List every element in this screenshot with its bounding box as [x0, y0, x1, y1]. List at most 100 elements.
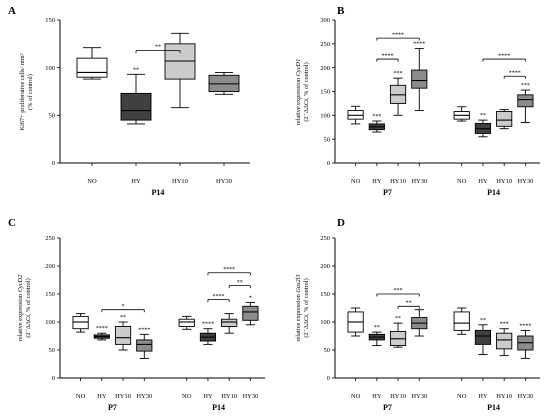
comparison-bracket: * — [101, 304, 145, 313]
box-iqr — [411, 69, 428, 89]
comparison-bracket: ** — [397, 301, 420, 309]
bracket-label: * — [122, 304, 125, 310]
box-hy: **** — [199, 322, 217, 345]
category-label: HY30 — [216, 178, 232, 185]
category-label: HY10 — [221, 393, 237, 400]
category-label: NO — [87, 178, 97, 185]
box-iqr — [517, 94, 534, 108]
category-label: HY30 — [517, 178, 533, 185]
significance-marker: *** — [394, 71, 403, 77]
category-label: HY10 — [496, 393, 512, 400]
category-label: NO — [182, 393, 192, 400]
category-label: HY10 — [390, 178, 406, 185]
y-tick-label: 150 — [45, 17, 55, 24]
y-axis-label-line2: (2⁻ΔΔCt, % of control) — [303, 278, 310, 337]
panel-letter: A — [8, 5, 16, 17]
bracket-label: ** — [237, 280, 243, 286]
box-iqr — [178, 318, 195, 327]
box-hy10: ** — [389, 316, 407, 348]
panel-b: B 0 50 100 150 200 250 300 relative expression C… — [295, 5, 540, 197]
group-label: P14 — [212, 403, 225, 412]
y-tick-label: 250 — [320, 41, 330, 48]
y-axis-label-line2: (% of control) — [27, 74, 34, 110]
category-label: NO — [351, 178, 361, 185]
y-axis-label: relative expression CycD2 — [17, 274, 24, 341]
significance-marker: *** — [372, 114, 381, 120]
box-hy10 — [221, 313, 238, 334]
bracket-label: **** — [509, 70, 521, 76]
box-no — [76, 47, 108, 80]
category-label: HY30 — [411, 178, 427, 185]
box-hy30: **** — [517, 323, 534, 359]
comparison-bracket: *** — [376, 288, 420, 297]
box-no — [72, 313, 89, 333]
comparison-bracket: ** — [228, 280, 251, 289]
panel-letter: C — [8, 217, 16, 229]
category-label: HY — [372, 393, 382, 400]
category-label: NO — [351, 393, 361, 400]
significance-marker: **** — [202, 322, 214, 328]
box-hy30 — [208, 71, 240, 95]
group-label: P7 — [383, 403, 392, 412]
comparison-bracket: **** — [376, 32, 420, 41]
box-hy10 — [164, 32, 196, 109]
significance-marker: ** — [395, 316, 401, 322]
panel-d: D 0 50 100 150 200 250 relative expression Gas2… — [295, 217, 540, 412]
bracket-label: *** — [394, 288, 403, 294]
category-label: HY30 — [411, 393, 427, 400]
box-hy10: *** — [389, 71, 407, 116]
panel-c: C 0 50 100 150 200 250 relative expression CycD… — [8, 217, 265, 412]
box-iqr — [120, 92, 152, 121]
bracket-label: **** — [392, 32, 404, 38]
box-hy30: **** — [136, 327, 153, 359]
y-tick-label: 250 — [320, 235, 330, 242]
significance-marker: ** — [480, 318, 486, 324]
comparison-bracket: **** — [207, 294, 230, 303]
y-tick-label: 0 — [52, 160, 55, 167]
box-no — [347, 307, 364, 337]
group-label: P14 — [487, 403, 500, 412]
box-iqr — [221, 318, 238, 327]
y-tick-label: 50 — [49, 347, 56, 354]
y-tick-label: 200 — [320, 263, 330, 270]
box-hy: **** — [93, 326, 110, 341]
comparison-bracket: **** — [207, 267, 251, 276]
y-axis-label: relative expression CycD1 — [295, 59, 302, 125]
category-label: HY — [478, 178, 488, 185]
group-label: P14 — [487, 188, 500, 197]
y-tick-label: 150 — [320, 291, 330, 298]
significance-marker: ** — [480, 113, 486, 119]
y-tick-label: 250 — [45, 235, 55, 242]
y-tick-label: 100 — [320, 113, 330, 120]
category-label: NO — [76, 393, 86, 400]
significance-marker: *** — [500, 322, 509, 328]
box-iqr — [136, 339, 153, 352]
box-no — [347, 105, 364, 125]
significance-marker: ** — [120, 315, 126, 321]
y-tick-label: 150 — [320, 89, 330, 96]
box-hy: ** — [474, 318, 492, 355]
y-tick-label: 50 — [324, 347, 331, 354]
box-iqr — [453, 311, 470, 331]
y-tick-label: 200 — [320, 65, 330, 72]
significance-marker: *** — [521, 83, 530, 89]
box-iqr — [474, 329, 492, 345]
category-label: HY10 — [390, 393, 406, 400]
y-axis-label-line2: (2⁻ΔΔCt, % of control) — [303, 62, 310, 121]
y-tick-label: 300 — [320, 17, 330, 24]
y-tick-label: 0 — [327, 160, 330, 167]
box-hy: *** — [368, 114, 385, 133]
group-label: P7 — [383, 188, 392, 197]
box-no — [453, 106, 470, 122]
category-label: HY30 — [517, 393, 533, 400]
significance-marker: * — [249, 295, 252, 301]
y-tick-label: 100 — [320, 319, 330, 326]
y-axis-label: Ki67+ proliferative cells/ mm² — [19, 53, 26, 130]
y-tick-label: 0 — [52, 375, 55, 382]
y-tick-label: 150 — [45, 291, 55, 298]
box-hy30: **** — [411, 42, 428, 112]
box-iqr — [242, 305, 259, 321]
box-iqr — [76, 57, 108, 78]
